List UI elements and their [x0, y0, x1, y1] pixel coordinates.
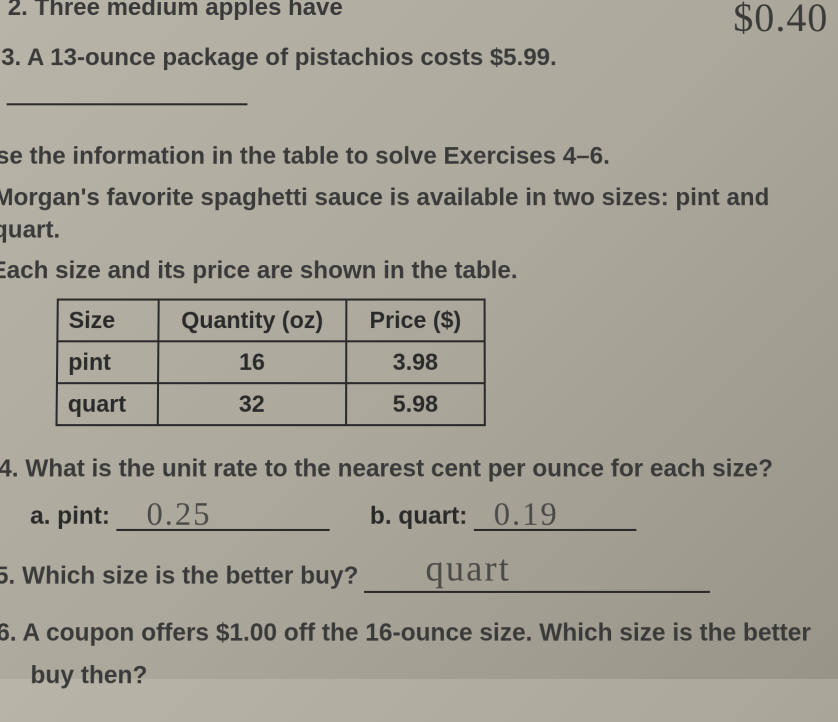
question-6-text-cont: buy then? — [30, 659, 816, 693]
cell-size-pint: pint — [57, 341, 158, 383]
question-6-text: 6. A coupon offers $1.00 off the 16-ounc… — [0, 616, 815, 651]
cell-size-quart: quart — [56, 383, 157, 425]
cell-price-quart: 5.98 — [346, 383, 484, 425]
question-4-text: 4. What is the unit rate to the nearest … — [0, 453, 814, 486]
question-3-blank — [7, 75, 248, 105]
question-4a: a. pint: 0.25 — [30, 494, 329, 531]
q4b-label: b. quart: — [370, 502, 468, 531]
instruction-line-2: Morgan's favorite spaghetti sauce is ava… — [0, 181, 811, 247]
handwritten-better-buy: quart — [426, 543, 511, 593]
question-3-text: 3. A 13-ounce package of pistachios cost… — [1, 44, 557, 71]
q5-blank: quart — [364, 556, 710, 593]
cell-qty-quart: 32 — [157, 383, 346, 425]
price-table: Size Quantity (oz) Price ($) pint 16 3.9… — [55, 298, 812, 426]
cell-qty-pint: 16 — [158, 341, 347, 383]
table-header-row: Size Quantity (oz) Price ($) — [57, 299, 484, 341]
table-row: pint 16 3.98 — [57, 341, 485, 383]
table-header-quantity: Quantity (oz) — [158, 299, 347, 341]
cell-price-pint: 3.98 — [346, 341, 484, 383]
q4a-label: a. pint: — [30, 502, 110, 531]
table-header-size: Size — [57, 299, 158, 341]
question-4-answers: a. pint: 0.25 b. quart: 0.19 — [30, 494, 814, 531]
question-3-row: 3. A 13-ounce package of pistachios cost… — [1, 42, 810, 114]
question-5-text: 5. Which size is the better buy? — [0, 560, 358, 593]
handwritten-pint-answer: 0.25 — [146, 495, 211, 533]
question-5-row: 5. Which size is the better buy? quart — [0, 556, 815, 593]
q4a-blank: 0.25 — [116, 494, 329, 531]
handwritten-quart-answer: 0.19 — [494, 495, 559, 533]
table-header-price: Price ($) — [346, 299, 484, 341]
handwritten-top-answer: $0.40 — [733, 0, 829, 41]
q4b-blank: 0.19 — [473, 494, 636, 531]
table-row: quart 32 5.98 — [56, 383, 484, 425]
instruction-line-3: Each size and its price are shown in the… — [0, 255, 811, 288]
question-2-text: 2. Three medium apples have — [8, 0, 809, 24]
question-4b: b. quart: 0.19 — [370, 494, 636, 531]
instruction-line-1: se the information in the table to solve… — [0, 141, 810, 174]
